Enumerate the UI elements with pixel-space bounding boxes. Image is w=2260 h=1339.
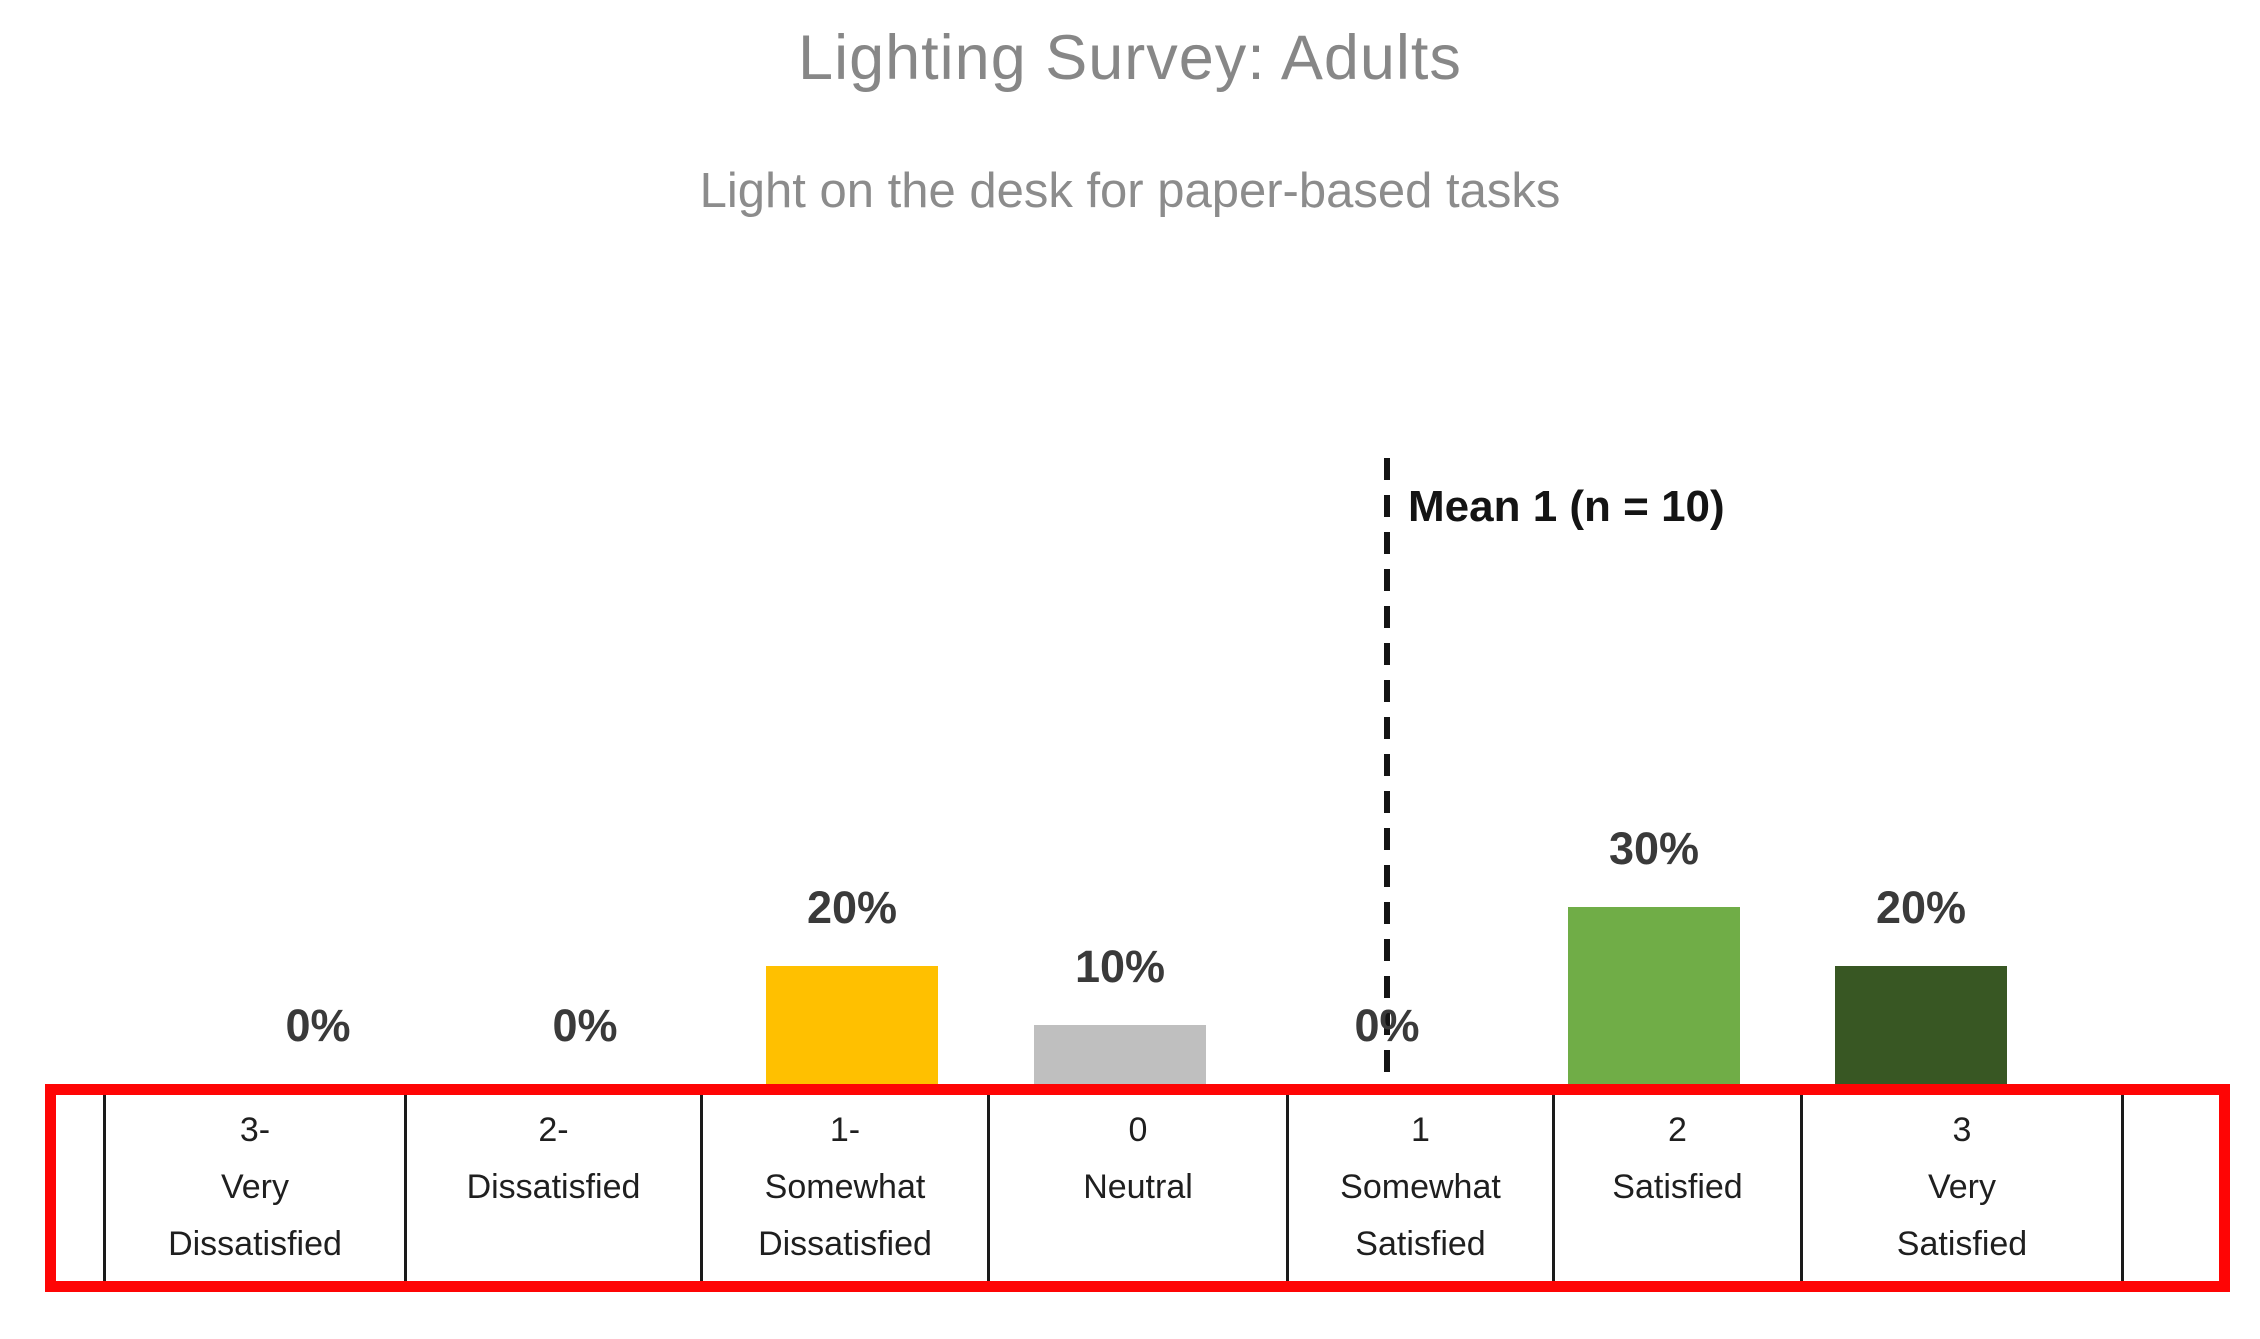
category-axis-table: 3- Very Dissatisfied 2- Dissatisfied 1- Somewh…	[45, 1084, 2230, 1292]
axis-cell-line: 2-	[538, 1111, 569, 1149]
axis-cell-line: 2	[1668, 1111, 1687, 1149]
axis-cell-3-very-satisfied: 3 Very Satisfied	[1800, 1095, 2121, 1281]
axis-cell-line: 1-	[829, 1111, 861, 1149]
chart-title: Lighting Survey: Adults	[798, 23, 1462, 93]
axis-cell-line: Satisfied	[1896, 1225, 2028, 1263]
axis-cell-line: 1	[1411, 1111, 1430, 1149]
value-label-1-somewhat-satisfied: 0%	[1354, 1000, 1420, 1051]
axis-cell-2-dissatisfied: 2- Dissatisfied	[404, 1095, 700, 1281]
bar-1-somewhat-dissatisfied	[766, 966, 938, 1084]
axis-cell-line: 3-	[239, 1111, 271, 1149]
bar-3-very-satisfied	[1835, 966, 2007, 1084]
axis-cell-line: Satisfied	[1612, 1168, 1743, 1206]
axis-cell-line: Somewhat	[1340, 1168, 1501, 1206]
mean-dashed-line	[1384, 458, 1390, 1084]
bar-0-neutral	[1034, 1025, 1206, 1084]
axis-cell-3-very-dissatisfied: 3- Very Dissatisfied	[103, 1095, 404, 1281]
mean-annotation-label: Mean 1 (n = 10)	[1408, 482, 1725, 531]
axis-cell-line: Neutral	[1083, 1168, 1193, 1206]
axis-cell-line: Very	[1927, 1168, 1997, 1206]
axis-cell-empty-8	[2121, 1095, 2219, 1281]
axis-cell-line: Dissatisfied	[168, 1225, 342, 1263]
value-label-3-very-satisfied: 20%	[1875, 882, 1967, 933]
value-label-1-somewhat-dissatisfied: 20%	[806, 882, 898, 933]
axis-cell-0-neutral: 0 Neutral	[987, 1095, 1286, 1281]
axis-cell-line: 3	[1952, 1111, 1972, 1149]
bar-2-satisfied	[1568, 907, 1740, 1084]
value-label-3-very-dissatisfied: 0%	[285, 1000, 351, 1051]
axis-cell-2-satisfied: 2 Satisfied	[1552, 1095, 1800, 1281]
axis-cell-line: 0	[1128, 1111, 1148, 1149]
axis-cell-1-somewhat-satisfied: 1 Somewhat Satisfied	[1286, 1095, 1552, 1281]
axis-cell-line: Somewhat	[764, 1168, 926, 1206]
axis-cell-line: Very	[220, 1168, 290, 1206]
axis-cell-line: Dissatisfied	[758, 1225, 932, 1263]
axis-cell-1-somewhat-dissatisfied: 1- Somewhat Dissatisfied	[700, 1095, 987, 1281]
axis-cell-line: Dissatisfied	[466, 1168, 641, 1206]
value-label-0-neutral: 10%	[1074, 941, 1166, 992]
axis-cell-line: Satisfied	[1355, 1225, 1486, 1263]
value-label-2-satisfied: 30%	[1608, 823, 1700, 874]
value-label-2-dissatisfied: 0%	[552, 1000, 618, 1051]
chart-subtitle: Light on the desk for paper-based tasks	[699, 164, 1561, 218]
axis-cell-empty-0	[56, 1095, 103, 1281]
